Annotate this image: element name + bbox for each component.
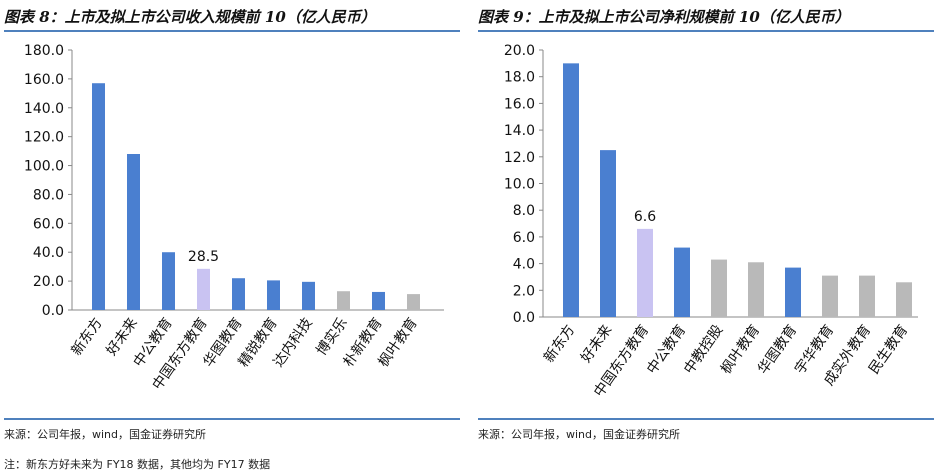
y-tick-label: 80.0: [33, 187, 64, 203]
y-tick-label: 160.0: [24, 72, 64, 88]
chart-panel-net-profit: 图表 9：上市及拟上市公司净利规模前 10（亿人民币） 0.0 2.0 4.0 6.0…: [478, 0, 934, 475]
y-tick-label: 4.0: [513, 257, 535, 273]
y-tick-label: 100.0: [24, 159, 64, 175]
bar: [748, 262, 764, 317]
bar: [407, 294, 420, 310]
y-tick-label: 0.0: [513, 310, 535, 326]
bar: [92, 83, 105, 310]
x-tick-label: 好未来: [104, 315, 141, 359]
y-tick-label: 6.0: [513, 230, 535, 246]
x-tick-label: 新东方: [541, 322, 578, 366]
bar: [162, 252, 175, 310]
y-tick-label: 12.0: [504, 150, 535, 166]
title-divider: [478, 30, 934, 32]
bar: [674, 247, 690, 317]
y-tick-label: 10.0: [504, 177, 535, 193]
y-tick-label: 180.0: [24, 43, 64, 59]
y-tick-label: 16.0: [504, 96, 535, 112]
title-divider: [4, 30, 460, 32]
y-tick-label: 120.0: [24, 130, 64, 146]
bar: [637, 228, 653, 317]
chart-panel-revenue: 图表 8：上市及拟上市公司收入规模前 10（亿人民币） 0.0 20.0 40.0 6…: [4, 0, 460, 475]
bar: [267, 280, 280, 310]
footnote: 注：新东方好未来为 FY18 数据，其他均为 FY17 数据: [4, 458, 271, 471]
chart-title: 图表 8：上市及拟上市公司收入规模前 10（亿人民币）: [4, 8, 376, 26]
y-tick-label: 18.0: [504, 70, 535, 86]
bar: [711, 259, 727, 317]
revenue-bar-chart: 0.0 20.0 40.0 60.0 80.0 100.0 120.0 140.0 160.0 1…: [24, 43, 444, 393]
bar: [337, 291, 350, 310]
bar: [859, 275, 875, 317]
bottom-divider: [4, 418, 460, 420]
bottom-divider: [478, 418, 934, 420]
bar: [896, 282, 912, 317]
source-note: 来源：公司年报，wind，国金证券研究所: [478, 428, 681, 441]
x-tick-label: 好未来: [578, 322, 615, 366]
x-tick-label: 新东方: [69, 315, 106, 359]
y-tick-label: 2.0: [513, 283, 535, 299]
y-tick-label: 20.0: [504, 43, 535, 59]
y-tick-label: 14.0: [504, 123, 535, 139]
bar: [372, 291, 385, 310]
data-label: 28.5: [188, 249, 219, 265]
bar: [822, 275, 838, 317]
bar: [563, 63, 579, 317]
data-label: 6.6: [634, 209, 656, 225]
y-tick-label: 40.0: [33, 245, 64, 261]
bar: [302, 281, 315, 310]
bar: [600, 150, 616, 317]
bar: [197, 268, 210, 310]
bar: [127, 154, 140, 310]
chart-title: 图表 9：上市及拟上市公司净利规模前 10（亿人民币）: [478, 8, 850, 26]
bar: [785, 267, 801, 317]
y-tick-label: 20.0: [33, 274, 64, 290]
y-tick-label: 140.0: [24, 101, 64, 117]
x-tick-label: 博实乐: [313, 315, 351, 359]
bar: [232, 278, 245, 310]
net-profit-bar-chart: 0.0 2.0 4.0 6.0 8.0 10.0 12.0 14.0 16.0 18.0 20.0 新…: [504, 43, 918, 400]
source-note: 来源：公司年报，wind，国金证券研究所: [4, 428, 207, 441]
y-tick-label: 60.0: [33, 216, 64, 232]
y-tick-label: 0.0: [42, 303, 64, 319]
y-tick-label: 8.0: [513, 203, 535, 219]
